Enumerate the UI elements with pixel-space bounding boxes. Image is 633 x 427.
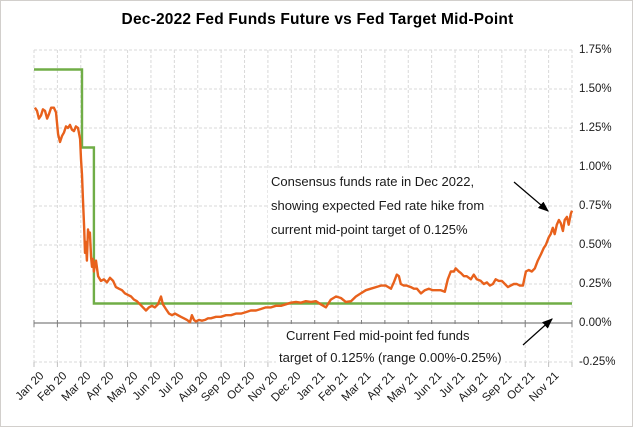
annotation-line: current mid-point target of 0.125% — [271, 222, 468, 237]
y-tick-label: 0.50% — [579, 239, 612, 251]
y-tick-label: 1.25% — [579, 122, 612, 134]
consensus-arrow-icon — [513, 181, 549, 212]
y-tick-label: -0.25% — [579, 356, 616, 368]
annotation-line: Consensus funds rate in Dec 2022, — [271, 174, 475, 189]
y-tick-label: 1.75% — [579, 44, 612, 56]
annotation-fed-target: Current Fed mid-point fed funds target o… — [276, 324, 505, 370]
y-tick-label: 0.25% — [579, 278, 612, 290]
annotation-line: target of 0.125% (range 0.00%-0.25%) — [279, 350, 502, 365]
annotation-line: Current Fed mid-point fed funds — [286, 328, 470, 343]
y-tick-label: 0.75% — [579, 200, 612, 212]
y-tick-label: 1.00% — [579, 161, 612, 173]
y-tick-label: 0.00% — [579, 317, 612, 329]
y-tick-label: 1.50% — [579, 83, 612, 95]
annotation-consensus-rate: Consensus funds rate in Dec 2022, showin… — [268, 169, 488, 243]
target-arrow-icon — [522, 318, 553, 346]
annotation-line: showing expected Fed rate hike from — [271, 198, 485, 213]
chart-title: Dec-2022 Fed Funds Future vs Fed Target … — [121, 11, 514, 28]
